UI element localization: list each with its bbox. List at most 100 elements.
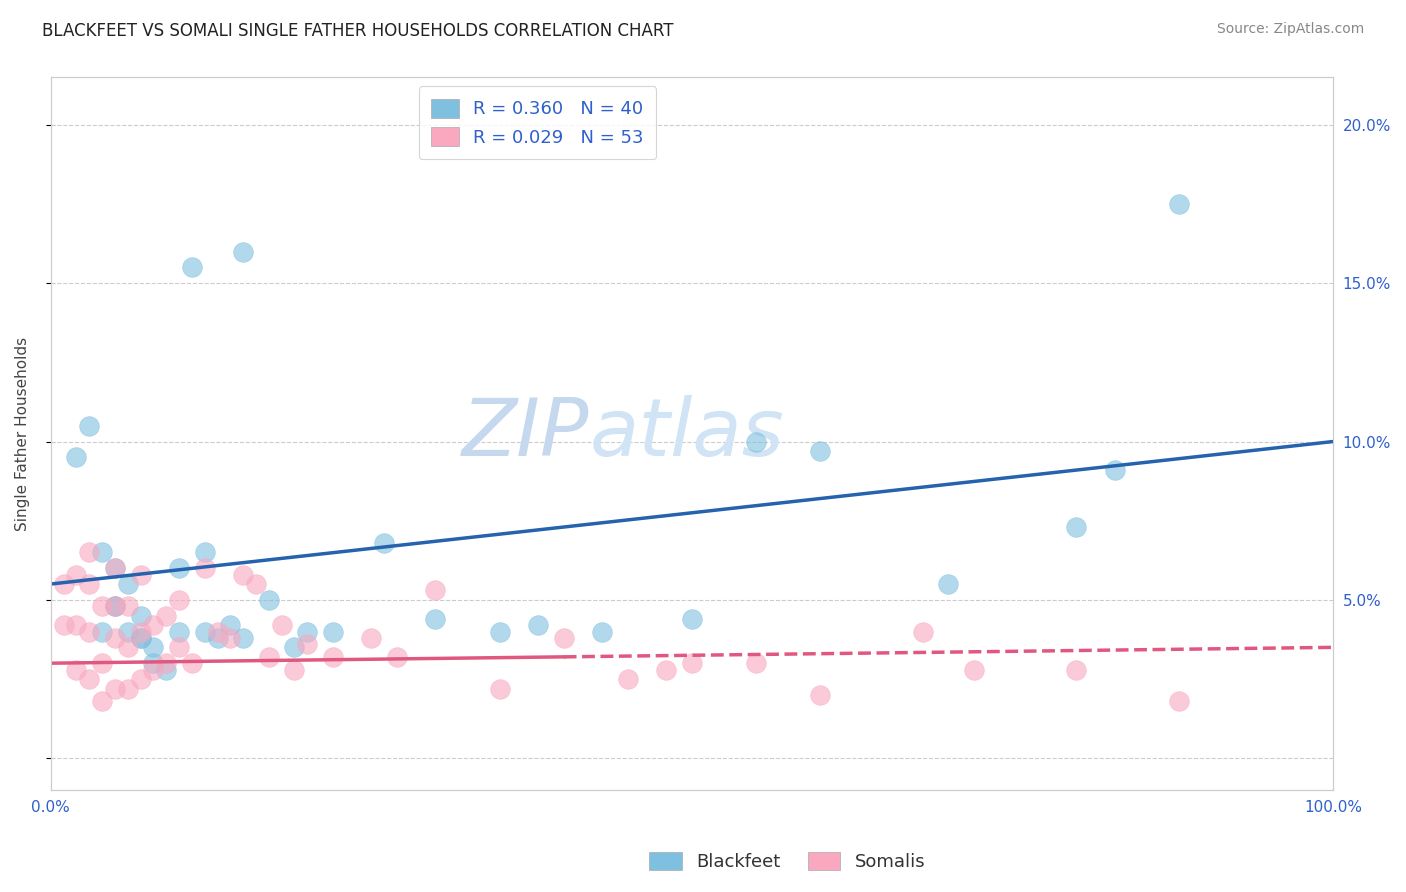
Text: BLACKFEET VS SOMALI SINGLE FATHER HOUSEHOLDS CORRELATION CHART: BLACKFEET VS SOMALI SINGLE FATHER HOUSEH… <box>42 22 673 40</box>
Point <box>180 656 202 670</box>
Point <box>232 567 254 582</box>
Text: ZIP: ZIP <box>463 394 589 473</box>
Point <box>52 618 75 632</box>
Point <box>79 672 101 686</box>
Point <box>257 649 280 664</box>
Point <box>745 656 768 670</box>
Point <box>91 694 114 708</box>
Point <box>117 624 139 639</box>
Point <box>808 688 831 702</box>
Point <box>1104 463 1126 477</box>
Point <box>91 624 114 639</box>
Point <box>360 631 382 645</box>
Point <box>142 663 165 677</box>
Point <box>167 640 190 655</box>
Point <box>104 599 127 614</box>
Point <box>117 577 139 591</box>
Point <box>65 450 87 465</box>
Point <box>425 612 447 626</box>
Text: Source: ZipAtlas.com: Source: ZipAtlas.com <box>1216 22 1364 37</box>
Point <box>142 656 165 670</box>
Point <box>129 672 152 686</box>
Point <box>104 561 127 575</box>
Point <box>745 434 768 449</box>
Point <box>167 561 190 575</box>
Point <box>283 640 305 655</box>
Point <box>91 545 114 559</box>
Point <box>104 599 127 614</box>
Point <box>322 624 344 639</box>
Point <box>167 592 190 607</box>
Point <box>219 618 242 632</box>
Point <box>79 624 101 639</box>
Point <box>936 577 959 591</box>
Point <box>129 608 152 623</box>
Point <box>385 649 408 664</box>
Point <box>207 624 229 639</box>
Point <box>129 631 152 645</box>
Point <box>65 567 87 582</box>
Point <box>527 618 550 632</box>
Point <box>1168 694 1191 708</box>
Point <box>129 624 152 639</box>
Point <box>65 663 87 677</box>
Point <box>297 637 319 651</box>
Point <box>681 612 703 626</box>
Point <box>79 577 101 591</box>
Point <box>117 640 139 655</box>
Point <box>1066 663 1088 677</box>
Point <box>616 672 638 686</box>
Point <box>104 599 127 614</box>
Point <box>911 624 934 639</box>
Point <box>52 577 75 591</box>
Text: atlas: atlas <box>589 394 785 473</box>
Point <box>194 624 217 639</box>
Point <box>180 260 202 275</box>
Point <box>117 681 139 696</box>
Point <box>488 681 510 696</box>
Point <box>142 640 165 655</box>
Point <box>194 561 217 575</box>
Point <box>245 577 267 591</box>
Point <box>79 545 101 559</box>
Point <box>655 663 678 677</box>
Point <box>270 618 292 632</box>
Point <box>283 663 305 677</box>
Point <box>232 631 254 645</box>
Point <box>963 663 986 677</box>
Point <box>129 567 152 582</box>
Point <box>219 631 242 645</box>
Point <box>553 631 575 645</box>
Point <box>65 618 87 632</box>
Y-axis label: Single Father Households: Single Father Households <box>15 336 30 531</box>
Legend: R = 0.360   N = 40, R = 0.029   N = 53: R = 0.360 N = 40, R = 0.029 N = 53 <box>419 87 657 160</box>
Point <box>194 545 217 559</box>
Point <box>1168 197 1191 211</box>
Point <box>155 608 177 623</box>
Point <box>322 649 344 664</box>
Point <box>808 444 831 458</box>
Point <box>155 656 177 670</box>
Point <box>488 624 510 639</box>
Point <box>425 583 447 598</box>
Point <box>104 681 127 696</box>
Point <box>155 663 177 677</box>
Point <box>1066 520 1088 534</box>
Point <box>104 631 127 645</box>
Legend: Blackfeet, Somalis: Blackfeet, Somalis <box>643 845 932 879</box>
Point <box>373 536 395 550</box>
Point <box>681 656 703 670</box>
Point <box>79 418 101 433</box>
Point <box>104 561 127 575</box>
Point <box>167 624 190 639</box>
Point <box>91 599 114 614</box>
Point <box>591 624 613 639</box>
Point <box>91 656 114 670</box>
Point <box>129 631 152 645</box>
Point <box>297 624 319 639</box>
Point <box>207 631 229 645</box>
Point <box>117 599 139 614</box>
Point <box>257 592 280 607</box>
Point <box>142 618 165 632</box>
Point <box>232 244 254 259</box>
